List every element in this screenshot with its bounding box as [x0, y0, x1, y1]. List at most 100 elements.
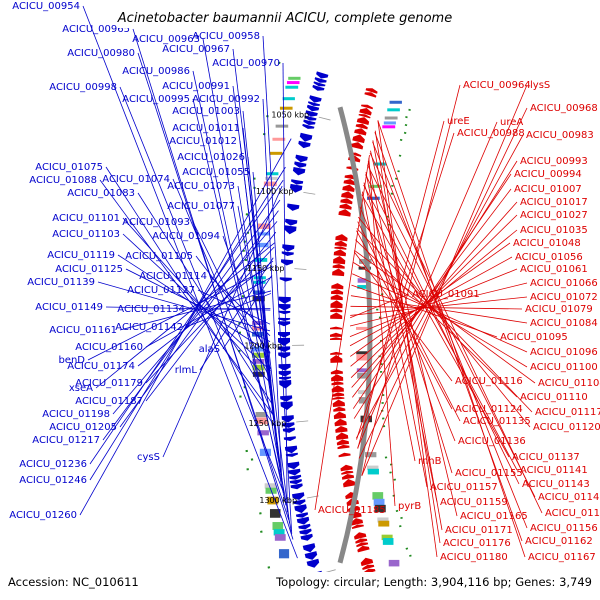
feature-block: [273, 529, 285, 536]
scale-label: 1300 kbp: [259, 496, 297, 505]
forward-leader-line: [89, 180, 284, 465]
forward-gene-label: ACICU_00998: [49, 82, 117, 93]
reverse-gene-arrow: [330, 294, 343, 301]
forward-gene-label: ACICU_01217: [32, 435, 100, 446]
forward-gene-arrow: [293, 499, 306, 505]
reverse-gene-label: ACICU_01137: [512, 452, 580, 463]
reverse-gene-arrow: [331, 289, 344, 295]
reverse-gene-label: ACICU_01162: [525, 536, 593, 547]
feature-block: [265, 172, 279, 176]
forward-leader-line: [102, 199, 281, 441]
feature-block: [387, 108, 400, 112]
forward-leader-line: [117, 254, 271, 354]
feature-block: [274, 534, 286, 541]
forward-gene-label: ACICU_00992: [192, 94, 260, 105]
forward-leader-line: [79, 138, 292, 516]
forward-gene-arrow: [306, 558, 320, 568]
reverse-gene-arrow: [342, 184, 355, 192]
forward-gene-label: ACICU_01125: [55, 264, 123, 275]
reverse-leader-line: [355, 239, 518, 398]
reverse-leader-line: [374, 132, 523, 542]
forward-gene-label: ACICU_01093: [122, 217, 190, 228]
forward-gene-arrow: [290, 483, 303, 490]
reverse-gene-label: pyrB: [398, 501, 421, 512]
reverse-gene-arrow: [339, 203, 352, 210]
scale-label: 1100 kbp: [256, 187, 294, 196]
forward-gene-label: ACICU_00980: [67, 48, 135, 59]
gc-skew-mark: [277, 61, 281, 65]
forward-gene-arrow: [305, 110, 318, 117]
forward-gene-arrow: [289, 479, 302, 485]
scale-tick: [294, 268, 307, 270]
reverse-leader-line: [350, 242, 511, 357]
reverse-gene-arrow: [360, 557, 374, 567]
feature-block: [358, 397, 371, 404]
forward-gene-label: ACICU_00986: [122, 66, 190, 77]
forward-gene-label: ACICU_00954: [12, 1, 80, 12]
forward-gene-label: ACICU_01114: [139, 271, 207, 282]
forward-leader-line: [172, 178, 274, 417]
feature-block: [252, 326, 265, 331]
reverse-gene-arrow: [350, 142, 364, 150]
reverse-gene-arrow: [354, 532, 367, 540]
forward-gene-label: ACICU_01074: [102, 174, 170, 185]
reverse-leader-line: [361, 191, 416, 462]
reverse-gene-label: ACICU_00968: [530, 103, 598, 114]
forward-gene-arrow: [287, 461, 300, 470]
forward-gene-arrow: [291, 179, 304, 185]
reverse-gene-label: ACICU_01035: [520, 225, 588, 236]
feature-block: [357, 372, 369, 379]
reverse-gene-label: ACICU_01165: [460, 511, 528, 522]
reverse-gene-arrow: [361, 104, 373, 110]
reverse-gene-arrow: [333, 406, 346, 412]
forward-gene-arrow: [298, 140, 311, 149]
feature-block: [257, 232, 270, 236]
forward-leader-line: [162, 185, 283, 458]
reverse-gene-arrow: [336, 432, 349, 440]
feature-block: [366, 465, 379, 470]
forward-gene-label: ACICU_01088: [29, 175, 97, 186]
reverse-gene-label: ACICU_01048: [513, 238, 581, 249]
reverse-gene-label: ACICU_01061: [520, 264, 588, 275]
forward-leader-line: [137, 260, 274, 367]
feature-block: [255, 411, 268, 418]
scale-tick: [303, 191, 316, 195]
reverse-gene-arrow: [343, 479, 356, 488]
feature-block: [288, 76, 301, 80]
forward-gene-arrow: [288, 468, 301, 476]
forward-gene-arrow: [294, 161, 307, 168]
forward-gene-label: ACICU_01077: [167, 201, 235, 212]
forward-gene-arrow: [302, 543, 316, 553]
forward-gene-label: ACICU_01134: [117, 304, 185, 315]
feature-block: [382, 538, 394, 545]
reverse-gene-arrow: [341, 470, 354, 475]
reverse-gene-arrow: [352, 134, 365, 144]
feature-block: [357, 285, 370, 289]
reverse-leader-line: [361, 194, 510, 458]
forward-gene-arrow: [285, 218, 298, 226]
forward-leader-line: [192, 98, 283, 483]
reverse-gene-label: ACICU_01156: [530, 523, 598, 534]
reverse-gene-arrow: [336, 439, 349, 446]
reverse-gene-label: ACICU_01159: [440, 497, 508, 508]
reverse-gene-arrow: [350, 518, 364, 526]
reverse-leader-line: [354, 249, 536, 384]
feature-block: [373, 498, 385, 506]
feature-block: [388, 559, 400, 567]
reverse-gene-label: ACICU_01007: [514, 184, 582, 195]
forward-gene-label: rlmL: [175, 365, 198, 376]
reverse-gene-label: ACICU_00994: [514, 169, 582, 180]
label-leader-lines: [79, 5, 543, 559]
forward-gene-label: ACICU_00958: [192, 31, 260, 42]
forward-gene-label: ACICU_01142: [115, 322, 183, 333]
forward-gene-label: ACICU_00970: [212, 58, 280, 69]
reverse-gene-label: ACICU_01110: [520, 392, 588, 403]
reverse-gene-arrow: [330, 355, 343, 363]
feature-block: [264, 483, 276, 489]
forward-leader-line: [95, 242, 275, 389]
forward-leader-line: [199, 257, 274, 371]
forward-gene-label: ACICU_01205: [49, 422, 117, 433]
forward-gene-arrow: [313, 81, 326, 87]
reverse-gene-label: ACICU_01066: [530, 278, 598, 289]
forward-leader-line: [122, 233, 271, 372]
